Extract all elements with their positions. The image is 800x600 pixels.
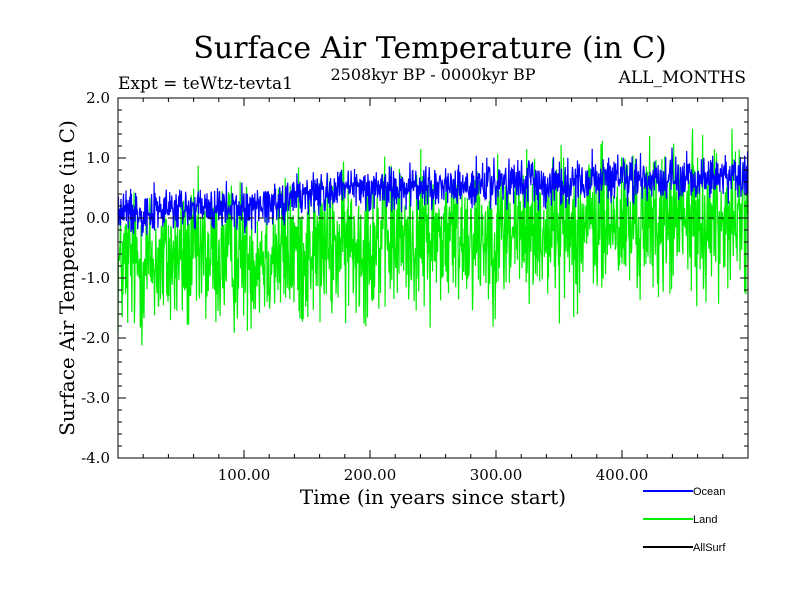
series-layer [117,128,749,346]
legend-label-allsurf: AllSurf [693,542,726,554]
y-tick-label: -2.0 [81,329,110,347]
y-tick-label: -3.0 [81,389,110,407]
y-tick-label: 0.0 [86,209,110,227]
expt-label: Expt = teWtz-tevta1 [118,74,293,94]
y-tick-label: 2.0 [86,89,110,107]
x-tick-label: 200.00 [344,466,397,484]
x-tick-label: 100.00 [218,466,271,484]
legend: Ocean Land AllSurf [643,486,726,554]
series-line-ocean [117,147,749,237]
x-tick-label: 400.00 [596,466,649,484]
y-tick-label: 1.0 [86,149,110,167]
y-axis-label: Surface Air Temperature (in C) [55,120,79,436]
y-tick-label: -1.0 [81,269,110,287]
x-axis-ticks: 100.00 200.00 300.00 400.00 [142,98,724,484]
chart-title: Surface Air Temperature (in C) [193,31,666,66]
y-tick-label: -4.0 [81,449,110,467]
months-label: ALL_MONTHS [618,68,746,88]
chart-subtitle: 2508kyr BP - 0000kyr BP [331,65,536,84]
x-axis-label: Time (in years since start) [300,485,566,509]
series-line-land [117,128,749,346]
y-axis-ticks: -4.0 -3.0 -2.0 -1.0 0.0 1.0 2.0 [81,89,748,467]
legend-label-land: Land [693,514,717,526]
x-tick-label: 300.00 [470,466,523,484]
legend-label-ocean: Ocean [693,486,725,498]
